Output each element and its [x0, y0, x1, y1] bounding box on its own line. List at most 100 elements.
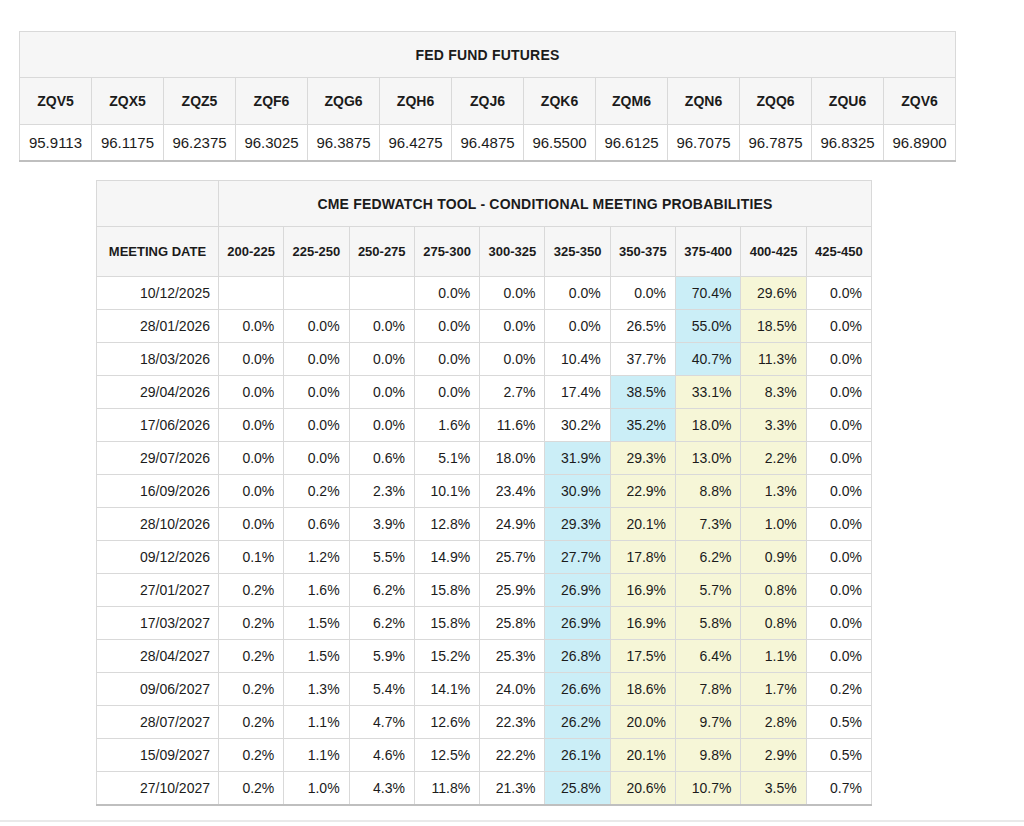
probability-row: 28/01/20260.0%0.0%0.0%0.0%0.0%0.0%26.5%5… — [97, 310, 872, 343]
probability-cell: 30.2% — [545, 409, 610, 442]
probability-cell: 0.0% — [806, 607, 871, 640]
futures-contract-header: ZQU6 — [812, 78, 884, 125]
probability-row: 10/12/20250.0%0.0%0.0%0.0%70.4%29.6%0.0% — [97, 277, 872, 310]
probability-cell: 1.6% — [284, 574, 349, 607]
probability-cell: 9.8% — [676, 739, 741, 772]
fedwatch-corner-cell — [97, 181, 219, 227]
meeting-date-cell: 18/03/2026 — [97, 343, 219, 376]
probability-row: 09/06/20270.2%1.3%5.4%14.1%24.0%26.6%18.… — [97, 673, 872, 706]
probability-cell: 5.1% — [414, 442, 479, 475]
probability-cell: 29.3% — [545, 508, 610, 541]
probability-cell: 22.3% — [480, 706, 545, 739]
probability-cell: 0.0% — [545, 277, 610, 310]
probability-cell: 1.1% — [284, 706, 349, 739]
futures-title-row: FED FUND FUTURES — [20, 32, 956, 78]
probability-cell: 0.0% — [219, 508, 284, 541]
probability-cell: 5.7% — [676, 574, 741, 607]
probability-row: 28/10/20260.0%0.6%3.9%12.8%24.9%29.3%20.… — [97, 508, 872, 541]
probability-row: 29/04/20260.0%0.0%0.0%0.0%2.7%17.4%38.5%… — [97, 376, 872, 409]
probability-cell: 1.2% — [284, 541, 349, 574]
probability-cell: 2.2% — [741, 442, 806, 475]
probability-cell: 25.3% — [480, 640, 545, 673]
meeting-date-cell: 29/04/2026 — [97, 376, 219, 409]
probability-cell: 1.7% — [741, 673, 806, 706]
futures-header-row: ZQV5ZQX5ZQZ5ZQF6ZQG6ZQH6ZQJ6ZQK6ZQM6ZQN6… — [20, 78, 956, 125]
futures-price-cell: 96.8900 — [884, 125, 956, 161]
probability-cell: 10.4% — [545, 343, 610, 376]
probability-cell: 17.4% — [545, 376, 610, 409]
meeting-date-cell: 28/07/2027 — [97, 706, 219, 739]
meeting-date-cell: 28/01/2026 — [97, 310, 219, 343]
probability-cell: 0.8% — [741, 574, 806, 607]
probability-cell: 20.1% — [610, 739, 675, 772]
probability-cell: 0.0% — [219, 343, 284, 376]
futures-contract-header: ZQG6 — [308, 78, 380, 125]
probability-cell: 14.9% — [414, 541, 479, 574]
fedwatch-probabilities-table: CME FEDWATCH TOOL - CONDITIONAL MEETING … — [96, 180, 872, 806]
probability-cell: 1.3% — [284, 673, 349, 706]
meeting-date-cell: 15/09/2027 — [97, 739, 219, 772]
probability-cell: 20.0% — [610, 706, 675, 739]
futures-price-row: 95.911396.117596.237596.302596.387596.42… — [20, 125, 956, 161]
futures-price-cell: 96.8325 — [812, 125, 884, 161]
probability-cell: 1.1% — [741, 640, 806, 673]
fedwatch-table-title: CME FEDWATCH TOOL - CONDITIONAL MEETING … — [219, 181, 872, 227]
futures-price-cell: 96.1175 — [92, 125, 164, 161]
probability-cell: 12.8% — [414, 508, 479, 541]
probability-cell: 2.8% — [741, 706, 806, 739]
probability-cell: 31.9% — [545, 442, 610, 475]
futures-price-cell: 96.3025 — [236, 125, 308, 161]
probability-cell: 8.8% — [676, 475, 741, 508]
futures-price-cell: 96.2375 — [164, 125, 236, 161]
probability-cell: 10.7% — [676, 772, 741, 805]
meeting-date-cell: 29/07/2026 — [97, 442, 219, 475]
probability-cell: 0.0% — [480, 310, 545, 343]
futures-table-title: FED FUND FUTURES — [20, 32, 956, 78]
fedwatch-title-row: CME FEDWATCH TOOL - CONDITIONAL MEETING … — [97, 181, 872, 227]
probability-cell: 4.7% — [349, 706, 414, 739]
rate-range-header: 275-300 — [414, 227, 479, 277]
probability-cell: 0.0% — [806, 442, 871, 475]
meeting-date-cell: 09/12/2026 — [97, 541, 219, 574]
probability-cell: 24.0% — [480, 673, 545, 706]
probability-cell: 0.0% — [219, 310, 284, 343]
probability-cell: 0.7% — [806, 772, 871, 805]
probability-cell: 23.4% — [480, 475, 545, 508]
probability-cell: 38.5% — [610, 376, 675, 409]
probability-cell: 18.6% — [610, 673, 675, 706]
probability-cell: 0.0% — [806, 508, 871, 541]
probability-cell: 0.2% — [219, 574, 284, 607]
probability-cell: 33.1% — [676, 376, 741, 409]
probability-cell: 15.8% — [414, 574, 479, 607]
probability-cell: 0.0% — [349, 343, 414, 376]
meeting-date-cell: 17/06/2026 — [97, 409, 219, 442]
probability-cell: 9.7% — [676, 706, 741, 739]
probability-cell: 0.0% — [545, 310, 610, 343]
probability-cell: 2.7% — [480, 376, 545, 409]
probability-cell: 30.9% — [545, 475, 610, 508]
probability-cell: 0.2% — [219, 739, 284, 772]
probability-cell: 22.2% — [480, 739, 545, 772]
probability-cell: 0.0% — [349, 376, 414, 409]
rate-range-header: 425-450 — [806, 227, 871, 277]
probability-cell: 4.6% — [349, 739, 414, 772]
probability-cell: 5.9% — [349, 640, 414, 673]
probability-cell: 18.5% — [741, 310, 806, 343]
meeting-date-header: MEETING DATE — [97, 227, 219, 277]
probability-cell: 26.2% — [545, 706, 610, 739]
probability-cell: 26.6% — [545, 673, 610, 706]
probability-cell: 16.9% — [610, 574, 675, 607]
probability-cell: 26.9% — [545, 574, 610, 607]
probability-cell: 25.9% — [480, 574, 545, 607]
probability-cell: 1.0% — [741, 508, 806, 541]
fed-fund-futures-table: FED FUND FUTURES ZQV5ZQX5ZQZ5ZQF6ZQG6ZQH… — [19, 31, 956, 162]
probability-cell: 26.8% — [545, 640, 610, 673]
rate-range-header: 325-350 — [545, 227, 610, 277]
probability-cell: 25.7% — [480, 541, 545, 574]
futures-contract-header: ZQZ5 — [164, 78, 236, 125]
probability-cell: 5.4% — [349, 673, 414, 706]
probability-cell: 4.3% — [349, 772, 414, 805]
probability-cell: 0.0% — [806, 310, 871, 343]
probability-cell: 12.5% — [414, 739, 479, 772]
probability-cell: 0.6% — [349, 442, 414, 475]
